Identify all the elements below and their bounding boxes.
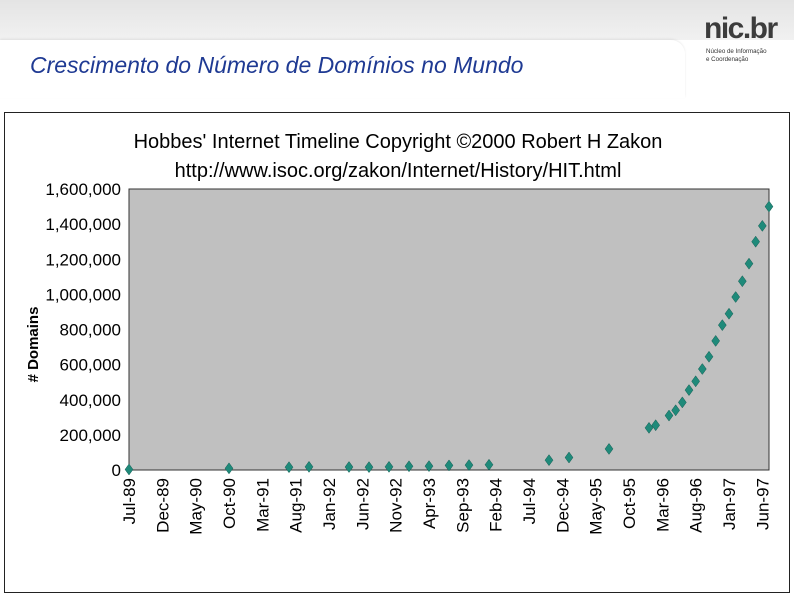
slide-title: Crescimento do Número de Domínios no Mun… (30, 52, 524, 78)
x-tick-label: Dec-94 (553, 478, 572, 533)
y-tick-label: 800,000 (60, 321, 121, 340)
logo-subtitle-line1: Núcleo de Informação (706, 48, 767, 55)
data-point (684, 384, 694, 397)
x-tick-label: Jul-94 (520, 478, 539, 524)
data-point (724, 307, 734, 320)
data-point (704, 350, 714, 363)
x-axis-ticks: Jul-89 Dec-89 May-90 Oct-90 Mar-91 Aug-91 Jan-… (120, 478, 772, 535)
y-tick-label: 600,000 (60, 356, 121, 375)
data-points (124, 200, 774, 476)
title-bar (0, 40, 685, 98)
nic-br-logo: nic.br Núcleo de Informação e Coordenaçã… (704, 14, 784, 74)
data-point (751, 235, 760, 248)
y-tick-label: 1,200,000 (45, 250, 121, 269)
x-tick-label: May-90 (187, 478, 206, 535)
y-tick-label: 1,600,000 (45, 180, 121, 199)
data-point (464, 459, 474, 472)
data-point (738, 275, 747, 288)
data-point (744, 257, 754, 270)
data-point (344, 461, 354, 473)
data-point (671, 404, 680, 417)
data-point (424, 460, 434, 473)
logo-subtitle-line2: e Coordenação (706, 56, 749, 63)
y-axis-ticks: 0 200,000 400,000 600,000 800,000 1,000,000 1,… (45, 180, 121, 480)
y-axis-label: # Domains (25, 307, 42, 383)
x-tick-label: Jun-92 (353, 478, 372, 530)
data-point (698, 363, 707, 375)
y-tick-label: 200,000 (60, 426, 121, 445)
x-tick-label: Jan-97 (720, 478, 739, 530)
data-point (711, 334, 720, 347)
x-tick-label: Feb-94 (487, 478, 506, 532)
data-point (691, 375, 700, 388)
chart-subtitle: http://www.isoc.org/zakon/Internet/Histo… (175, 160, 622, 182)
x-tick-label: Dec-89 (153, 478, 172, 533)
data-point (564, 451, 574, 464)
y-tick-label: 400,000 (60, 391, 121, 410)
data-point (718, 319, 727, 332)
data-point (651, 419, 660, 432)
data-point (364, 461, 374, 474)
x-tick-label: Jun-97 (753, 478, 772, 530)
x-tick-label: Aug-91 (287, 478, 306, 533)
y-tick-label: 1,000,000 (45, 285, 121, 304)
x-tick-label: Aug-96 (687, 478, 706, 533)
x-tick-label: Jul-89 (120, 478, 139, 524)
data-point (124, 463, 134, 476)
logo-wordmark: nic.br (704, 12, 778, 45)
x-tick-label: Apr-93 (420, 478, 439, 529)
data-point (284, 461, 294, 474)
data-point (764, 200, 774, 213)
x-tick-label: Oct-90 (220, 478, 239, 529)
chart-title: Hobbes' Internet Timeline Copyright ©200… (134, 131, 663, 153)
x-tick-label: May-95 (587, 478, 606, 535)
x-tick-label: Sep-93 (453, 478, 472, 533)
data-point (544, 454, 554, 467)
data-point (444, 459, 454, 472)
data-point (604, 442, 614, 455)
x-tick-label: Mar-91 (253, 478, 272, 532)
x-tick-label: Nov-92 (387, 478, 406, 533)
data-point (304, 460, 314, 473)
data-point (484, 458, 494, 471)
data-point (731, 291, 740, 303)
data-point (644, 421, 654, 434)
data-point (758, 219, 767, 232)
plot-area (128, 188, 770, 471)
x-tick-label: Oct-95 (620, 478, 639, 529)
data-point (224, 462, 234, 475)
domains-chart: Hobbes' Internet Timeline Copyright ©200… (25, 131, 774, 535)
top-band (0, 0, 794, 40)
x-tick-label: Mar-96 (653, 478, 672, 532)
data-point (384, 460, 394, 473)
y-tick-label: 0 (112, 461, 121, 480)
data-point (678, 396, 687, 409)
data-point (664, 409, 674, 422)
data-point (404, 460, 414, 473)
y-tick-label: 1,400,000 (45, 215, 121, 234)
chart-frame: Hobbes' Internet Timeline Copyright ©200… (4, 112, 790, 593)
x-tick-label: Jan-92 (320, 478, 339, 530)
